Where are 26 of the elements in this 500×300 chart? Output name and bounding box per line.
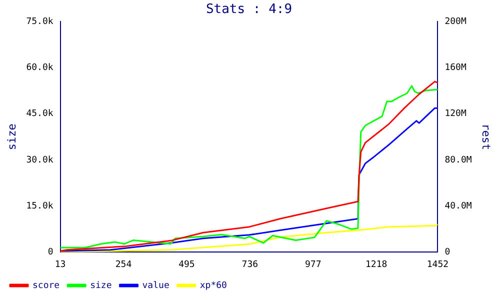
legend-label: xp*60 — [200, 280, 227, 291]
y-tick-label: 30.0k — [26, 155, 54, 166]
x-tick-label: 254 — [115, 260, 132, 270]
chart-title: Stats : 4:9 — [206, 2, 292, 18]
y-tick-label: 15.0k — [26, 201, 54, 212]
x-tick-label: 736 — [242, 260, 258, 270]
y2-tick-label: 160M — [444, 63, 467, 74]
legend-label: score — [32, 280, 60, 291]
legend-label: size — [90, 280, 112, 291]
y2-tick-label: 40.0M — [444, 201, 472, 212]
y-tick-label: 60.0k — [26, 63, 54, 74]
x-tick-label: 977 — [304, 260, 322, 270]
y2-tick-label: 200M — [444, 16, 467, 27]
y2-tick-label: 0 — [444, 248, 450, 258]
y-tick-label: 75.0k — [26, 16, 54, 27]
y-axis-title: size — [5, 124, 18, 150]
y-tick-label: 45.0k — [26, 109, 54, 120]
y2-tick-label: 80.0M — [444, 155, 472, 166]
y2-axis-title: rest — [480, 124, 493, 150]
x-tick-label: 495 — [178, 260, 195, 270]
legend-label: value — [142, 280, 170, 291]
y-tick-label: 0 — [48, 248, 54, 258]
x-tick-label: 13 — [54, 260, 66, 270]
x-tick-label: 1452 — [426, 260, 449, 270]
x-tick-label: 1218 — [365, 260, 388, 270]
y2-tick-label: 120M — [444, 109, 467, 120]
